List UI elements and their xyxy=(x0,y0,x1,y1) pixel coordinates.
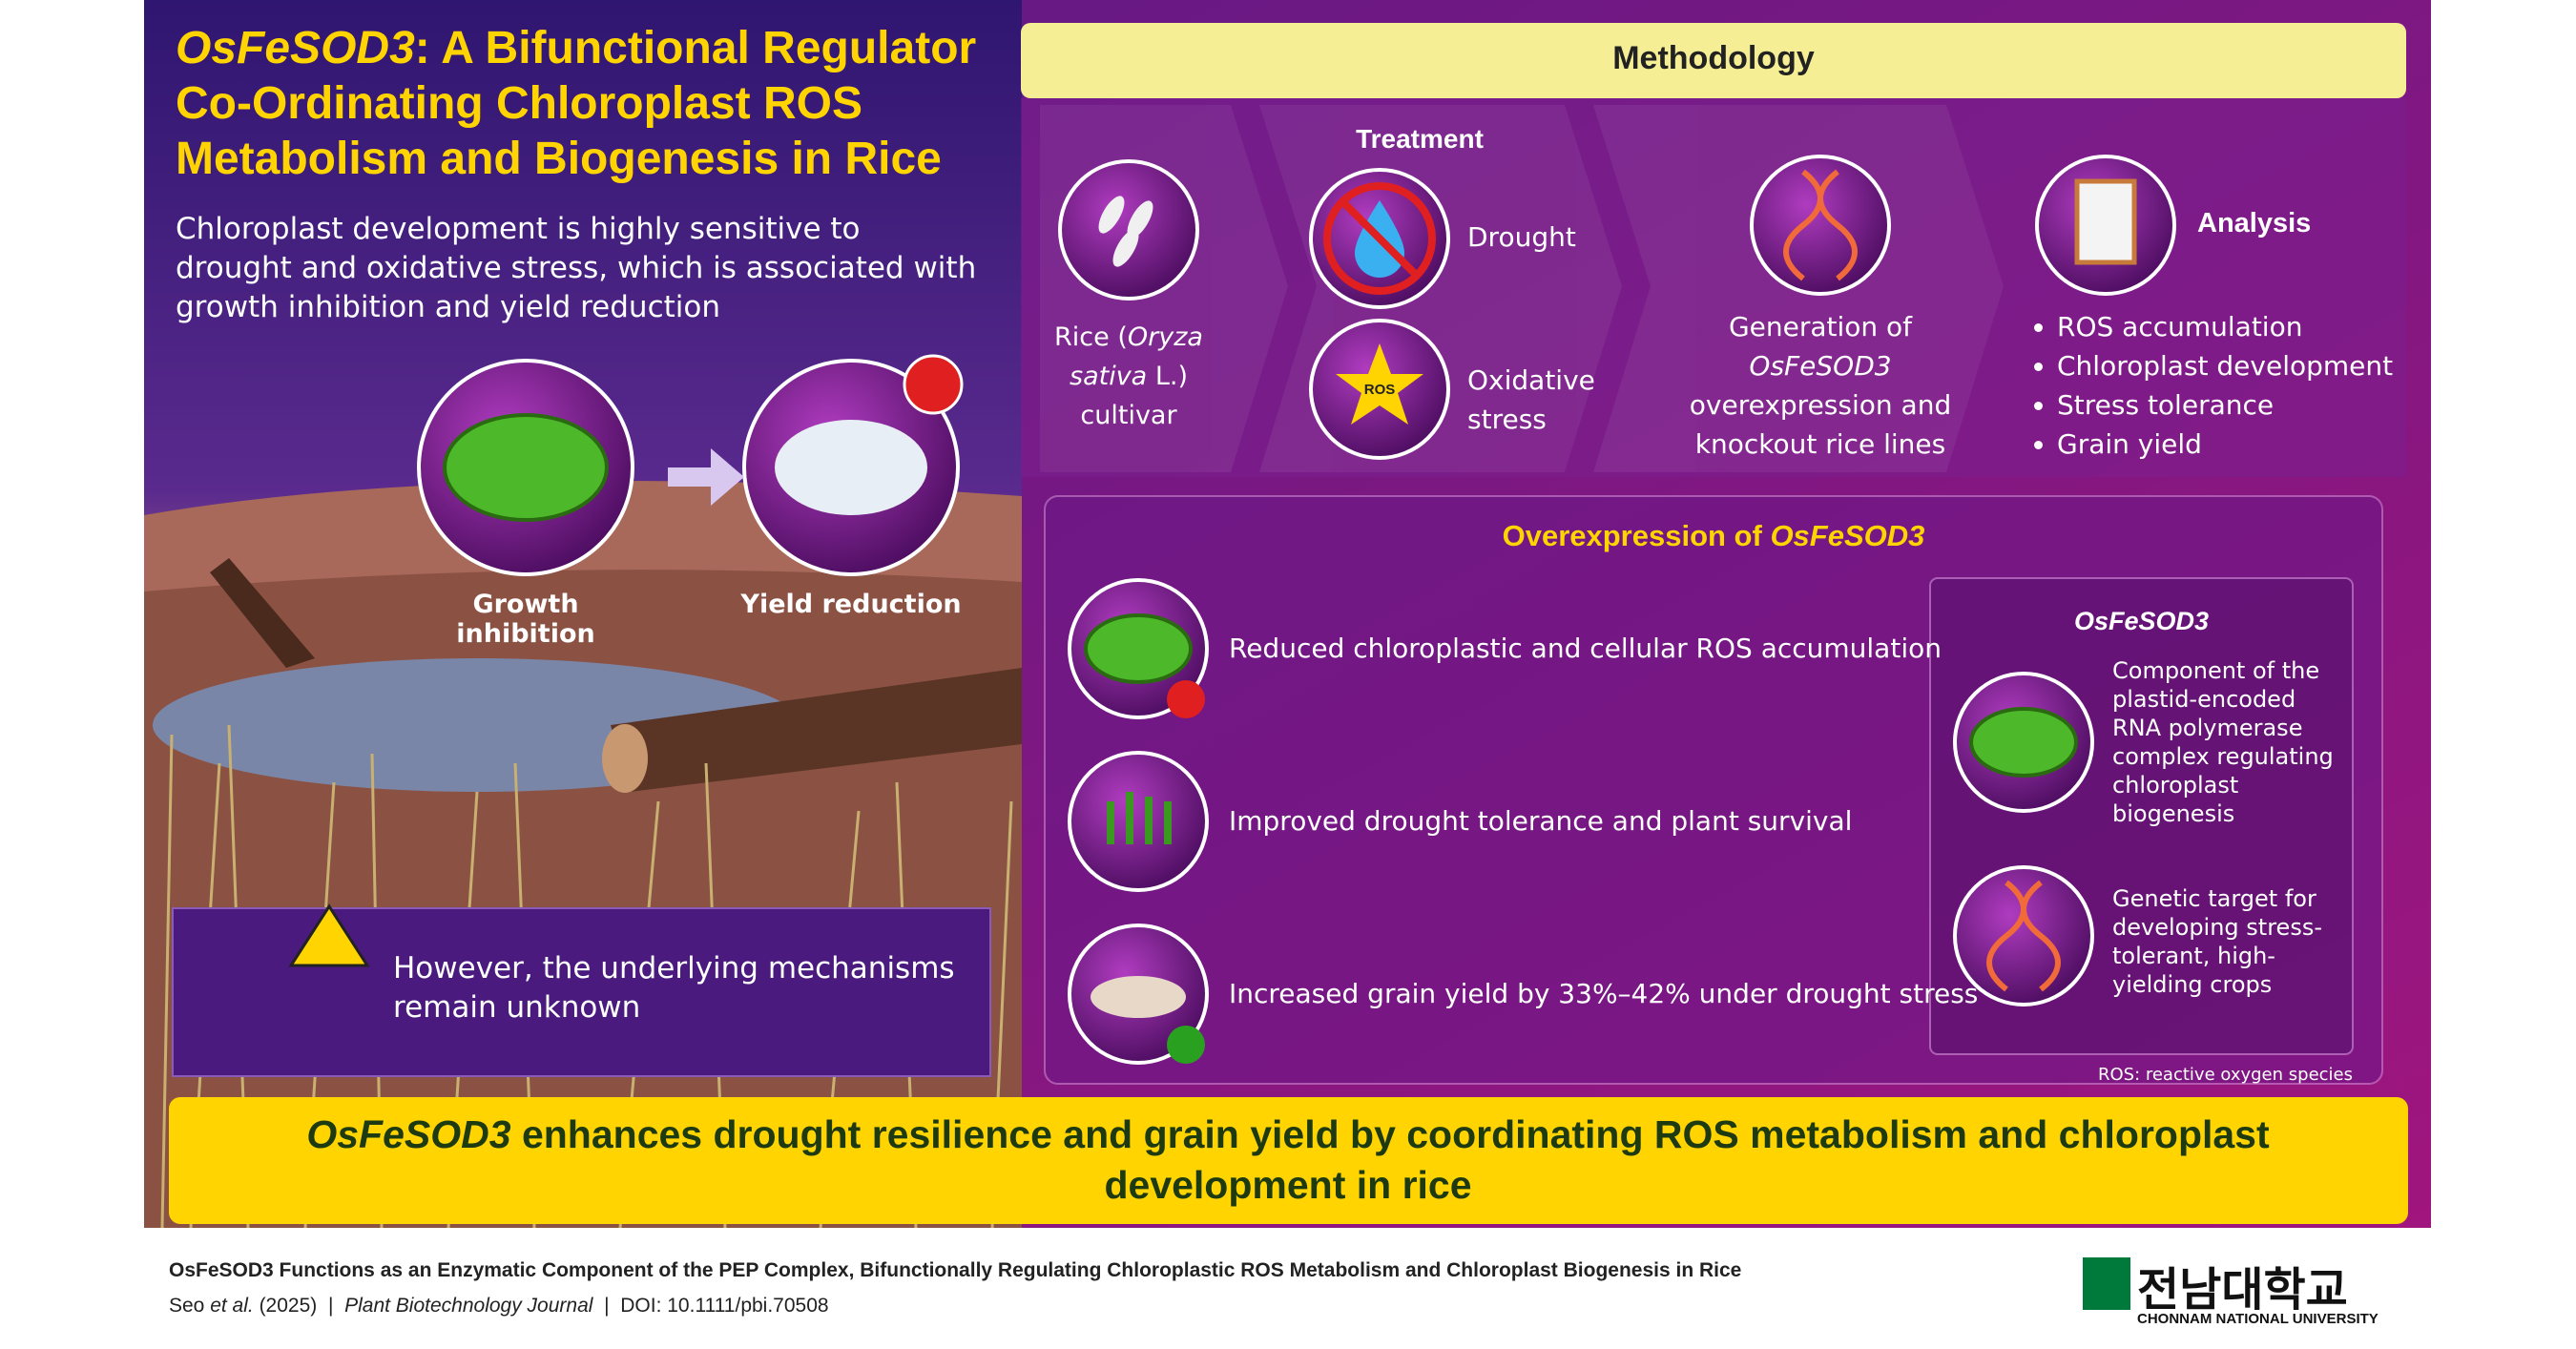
intro-text: Chloroplast development is highly sensit… xyxy=(176,212,977,324)
separator: | xyxy=(604,1295,610,1317)
treatment-label: Treatment xyxy=(1356,124,1484,154)
text: L.) cultivar xyxy=(1080,362,1188,430)
title-rest: : A Bifunctional Regulator Co-Ordinating… xyxy=(176,23,977,184)
text: enhances drought resilience and grain yi… xyxy=(510,1112,2270,1207)
oxidative-label: Oxidative stress xyxy=(1467,364,1595,435)
ros-icon-label: ROS xyxy=(1363,382,1396,398)
analysis-item: Chloroplast development xyxy=(2057,346,2393,385)
analysis-item: ROS accumulation xyxy=(2057,307,2393,346)
separator: | xyxy=(327,1295,334,1317)
text: Rice ( xyxy=(1054,322,1128,352)
title-gene: OsFeSOD3 xyxy=(176,23,415,73)
abbreviation-note: ROS: reactive oxygen species xyxy=(2097,1065,2353,1085)
text: Generation of xyxy=(1728,311,1913,342)
result-text: Improved drought tolerance and plant sur… xyxy=(1229,805,1853,837)
doi: DOI: 10.1111/pbi.70508 xyxy=(620,1295,829,1317)
gene: OsFeSOD3 xyxy=(1749,350,1892,382)
warning-text: However, the underlying mechanisms remai… xyxy=(393,951,955,1025)
conclusion: OsFeSOD3 enhances drought resilience and… xyxy=(181,1110,2395,1211)
citation: Seo et al. (2025) | Plant Biotechnology … xyxy=(169,1295,829,1318)
species: Oryza sativa xyxy=(1070,322,1203,391)
et-al: et al. xyxy=(210,1295,254,1317)
effect-label: Growth inhibition xyxy=(456,590,595,649)
rice-label: Rice (Oryza sativa L.) cultivar xyxy=(1024,318,1234,435)
effect-label: Yield reduction xyxy=(740,590,962,619)
logo-korean: 전남대학교 xyxy=(2137,1263,2348,1317)
gene-box-item: Genetic target for developing stress-tol… xyxy=(2112,885,2322,998)
gene-box-item: Component of the plastid-encoded RNA pol… xyxy=(2112,657,2334,827)
gene-box-title: OsFeSOD3 xyxy=(2073,607,2210,635)
paper-title: OsFeSOD3 Functions as an Enzymatic Compo… xyxy=(169,1259,1742,1281)
methodology-title: Methodology xyxy=(1612,40,1815,76)
gene: OsFeSOD3 xyxy=(1770,519,1925,552)
logo-english: CHONNAM NATIONAL UNIVERSITY xyxy=(2137,1311,2379,1327)
analysis-list: ROS accumulation Chloroplast development… xyxy=(2036,307,2393,464)
analysis-item: Stress tolerance xyxy=(2057,385,2393,425)
text: Overexpression of xyxy=(1502,519,1771,552)
drought-label: Drought xyxy=(1467,221,1576,253)
gene: OsFeSOD3 xyxy=(306,1112,511,1156)
journal: Plant Biotechnology Journal xyxy=(344,1295,593,1317)
result-text: Reduced chloroplastic and cellular ROS a… xyxy=(1229,633,1942,664)
overexpression-title: Overexpression of OsFeSOD3 xyxy=(1045,519,2382,553)
analysis-item: Grain yield xyxy=(2057,425,2393,464)
text: overexpression and knockout rice lines xyxy=(1689,389,1952,460)
year: (2025) xyxy=(253,1295,318,1317)
result-text: Increased grain yield by 33%–42% under d… xyxy=(1229,978,1979,1009)
generation-label: Generation of OsFeSOD3 overexpression an… xyxy=(1668,307,1973,464)
main-title: OsFeSOD3: A Bifunctional Regulator Co-Or… xyxy=(176,21,1015,187)
analysis-label: Analysis xyxy=(2197,208,2312,239)
authors: Seo xyxy=(169,1295,211,1317)
